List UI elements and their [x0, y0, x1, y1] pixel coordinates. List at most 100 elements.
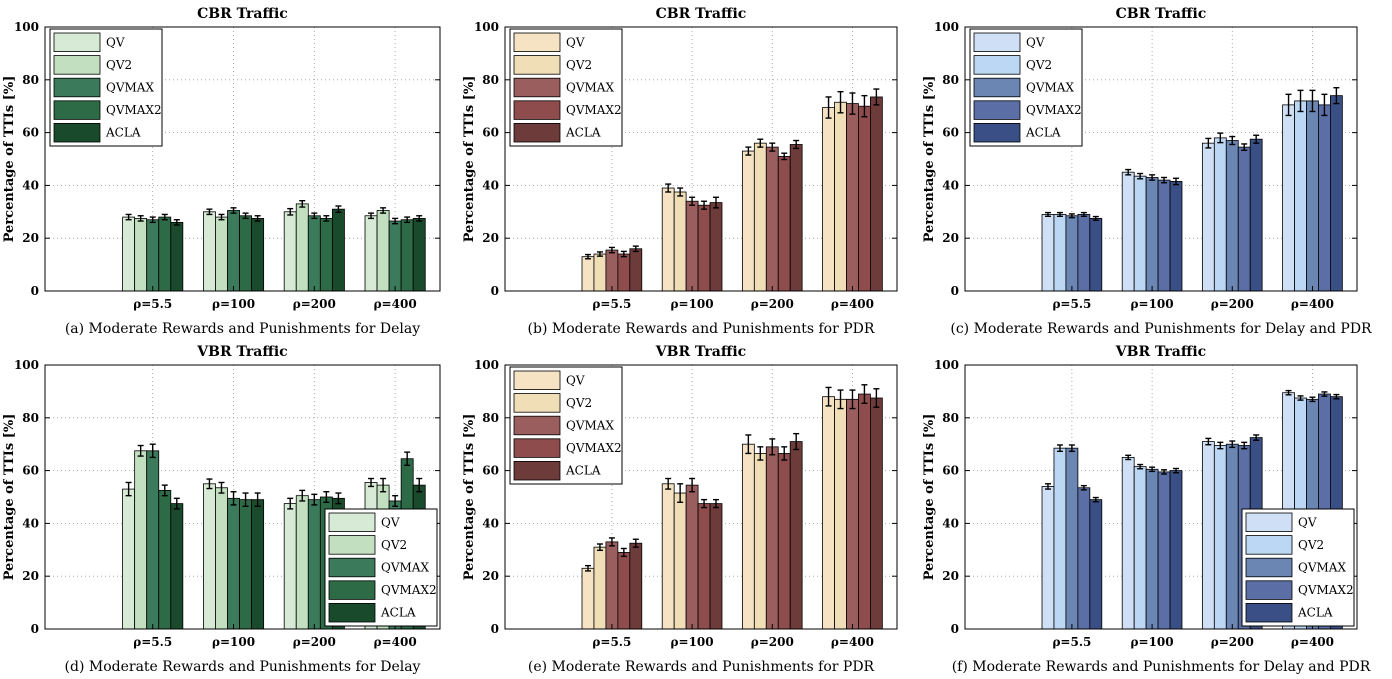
bar — [1133, 466, 1147, 630]
bar — [581, 567, 595, 630]
x-tick-label: ρ=400 — [831, 297, 874, 311]
legend-label: QV — [566, 35, 585, 49]
legend-swatch — [973, 32, 1021, 53]
chart-panel-2: 0 20 40 60 80 100 ρ=5.5 ρ=100 ρ=200 ρ=400 CBR Traf… — [462, 6, 898, 337]
bar — [158, 216, 172, 292]
bar — [1041, 214, 1055, 292]
bar — [319, 217, 333, 292]
x-tick-label: ρ=5.5 — [133, 635, 172, 649]
legend-swatch — [53, 100, 101, 120]
legend-swatch — [328, 512, 376, 533]
x-tick-label: ρ=100 — [671, 297, 714, 311]
bar — [239, 215, 253, 292]
plot-frame — [44, 364, 441, 630]
legend: QV QV2 QVMAX QVMAX2 ACLA — [509, 28, 623, 147]
legend-label: ACLA — [565, 464, 601, 478]
legend: QV QV2 QVMAX QVMAX2 ACLA — [49, 28, 163, 147]
legend-swatch — [513, 123, 561, 143]
bar — [122, 488, 136, 630]
legend-label: ACLA — [380, 606, 416, 620]
x-tick-label: ρ=400 — [1291, 297, 1334, 311]
panel-caption: (f) Moderate Rewards and Punishments for… — [952, 659, 1371, 675]
x-tick-label: ρ=100 — [212, 635, 255, 649]
bar — [846, 103, 859, 292]
bar — [1077, 214, 1091, 292]
legend-label: QV — [106, 35, 125, 49]
bar — [1121, 171, 1135, 292]
plot-frame — [964, 364, 1358, 630]
legend-label: QV — [1026, 35, 1045, 49]
legend-label: QVMAX — [1298, 561, 1346, 575]
bar — [1249, 138, 1263, 292]
legend-label: QVMAX2 — [1298, 583, 1354, 597]
bar — [581, 256, 595, 292]
y-tick-label: 20 — [482, 569, 499, 583]
bar — [251, 217, 265, 292]
bar — [122, 216, 136, 292]
legend: QV QV2 QVMAX QVMAX2 ACLA — [324, 508, 438, 627]
bar — [203, 483, 216, 630]
chart-panel-1: 0 20 40 60 80 100 ρ=5.5 ρ=100 ρ=200 ρ=400 CBR Traf… — [2, 6, 441, 337]
bar — [146, 450, 160, 630]
bar — [661, 187, 675, 292]
bar — [709, 202, 723, 292]
y-tick-label: 20 — [22, 569, 39, 583]
legend-swatch — [513, 460, 561, 481]
bar — [765, 146, 779, 292]
chart-title: CBR Traffic — [656, 6, 747, 22]
bar — [765, 446, 779, 630]
x-tick-label: ρ=100 — [671, 635, 714, 649]
chart-title: CBR Traffic — [1116, 6, 1207, 22]
y-tick-label: 40 — [942, 516, 959, 530]
legend-label: QV2 — [1298, 538, 1324, 552]
x-tick-label: ρ=400 — [374, 635, 417, 649]
bar — [1169, 470, 1183, 630]
bar — [822, 107, 835, 292]
bar — [593, 546, 607, 630]
bar — [1306, 100, 1319, 292]
legend-swatch — [53, 123, 101, 143]
chart-title: VBR Traffic — [655, 344, 746, 360]
bar — [1133, 175, 1147, 292]
legend-label: QV2 — [566, 58, 592, 72]
bar — [870, 96, 883, 292]
y-tick-label: 0 — [951, 622, 959, 636]
plot-frame — [964, 26, 1358, 292]
bar — [1201, 441, 1215, 630]
y-tick-label: 80 — [482, 411, 499, 425]
bar — [1089, 217, 1103, 292]
chart-panel-5: 0 20 40 60 80 100 ρ=5.5 ρ=100 ρ=200 ρ=400 VBR Traf… — [462, 344, 898, 675]
x-tick-label: ρ=5.5 — [592, 297, 631, 311]
bar — [661, 483, 675, 630]
chart-title: VBR Traffic — [196, 344, 287, 360]
bar — [1213, 137, 1227, 292]
bar — [673, 191, 687, 292]
bar — [283, 503, 297, 630]
legend-label: QV — [1298, 515, 1317, 529]
y-tick-label: 40 — [22, 516, 39, 530]
y-tick-label: 100 — [14, 20, 39, 34]
chart-title: CBR Traffic — [197, 6, 288, 22]
bar — [1053, 214, 1067, 292]
bar — [388, 220, 402, 292]
legend: QV QV2 QVMAX QVMAX2 ACLA — [1241, 508, 1355, 627]
legend-swatch — [513, 100, 561, 120]
legend-swatch — [513, 370, 561, 391]
bar — [777, 453, 791, 630]
y-tick-label: 40 — [942, 178, 959, 192]
bar — [1065, 447, 1079, 630]
panel-caption: (b) Moderate Rewards and Punishments for… — [528, 321, 875, 337]
bar — [331, 208, 345, 292]
bar — [697, 503, 711, 630]
y-tick-label: 20 — [22, 231, 39, 245]
legend-label: QV2 — [381, 538, 407, 552]
legend-label: QVMAX2 — [566, 103, 622, 117]
chart-title: VBR Traffic — [1115, 344, 1206, 360]
bar — [777, 155, 791, 292]
x-tick-label: ρ=5.5 — [1052, 635, 1091, 649]
x-tick-label: ρ=400 — [1291, 635, 1334, 649]
bar — [870, 397, 883, 630]
x-tick-label: ρ=200 — [1211, 635, 1254, 649]
legend-label: QV — [566, 373, 585, 387]
